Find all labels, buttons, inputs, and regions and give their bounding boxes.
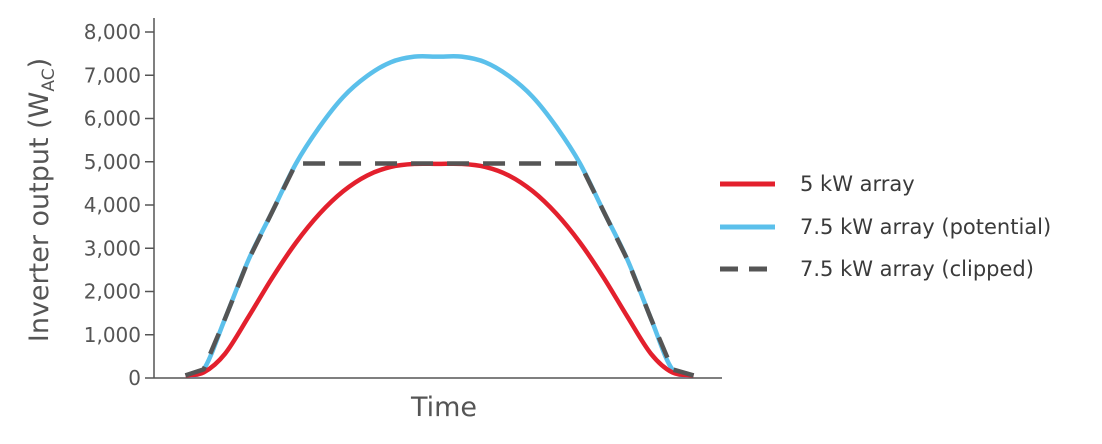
series-line-clipped xyxy=(184,161,695,378)
legend: 5 kW array 7.5 kW array (potential) 7.5 … xyxy=(720,172,1051,281)
y-tick-label: 0 xyxy=(128,366,141,390)
legend-label-clipped: 7.5 kW array (clipped) xyxy=(800,257,1034,281)
legend-label-potential: 7.5 kW array (potential) xyxy=(800,215,1051,239)
x-axis-title: Time xyxy=(410,392,477,423)
y-tick-label: 8,000 xyxy=(84,20,141,44)
y-tick-label: 2,000 xyxy=(84,280,141,304)
y-axis-title: Inverter output (WAC) xyxy=(24,58,59,342)
y-axis-title-subscript: AC xyxy=(39,68,59,91)
y-tick-label: 3,000 xyxy=(84,236,141,260)
y-tick-label: 6,000 xyxy=(84,107,141,131)
series-line-5kw xyxy=(185,161,694,378)
y-tick-labels: 0 1,000 2,000 3,000 4,000 5,000 6,000 7,000 8,00… xyxy=(84,20,141,390)
axes: 0 1,000 2,000 3,000 4,000 5,000 6,000 7,000 8,00… xyxy=(84,18,722,390)
y-tick-label: 5,000 xyxy=(84,150,141,174)
y-axis-title-close: ) xyxy=(24,58,55,69)
y-tick-label: 4,000 xyxy=(84,193,141,217)
y-axis-title-main: Inverter output (W xyxy=(24,92,55,343)
series-layer xyxy=(184,53,695,378)
y-tick-marks xyxy=(145,31,154,379)
y-tick-label: 7,000 xyxy=(84,63,141,87)
legend-label-5kw: 5 kW array xyxy=(800,172,915,196)
y-tick-label: 1,000 xyxy=(84,323,141,347)
series-line-potential xyxy=(184,53,695,378)
